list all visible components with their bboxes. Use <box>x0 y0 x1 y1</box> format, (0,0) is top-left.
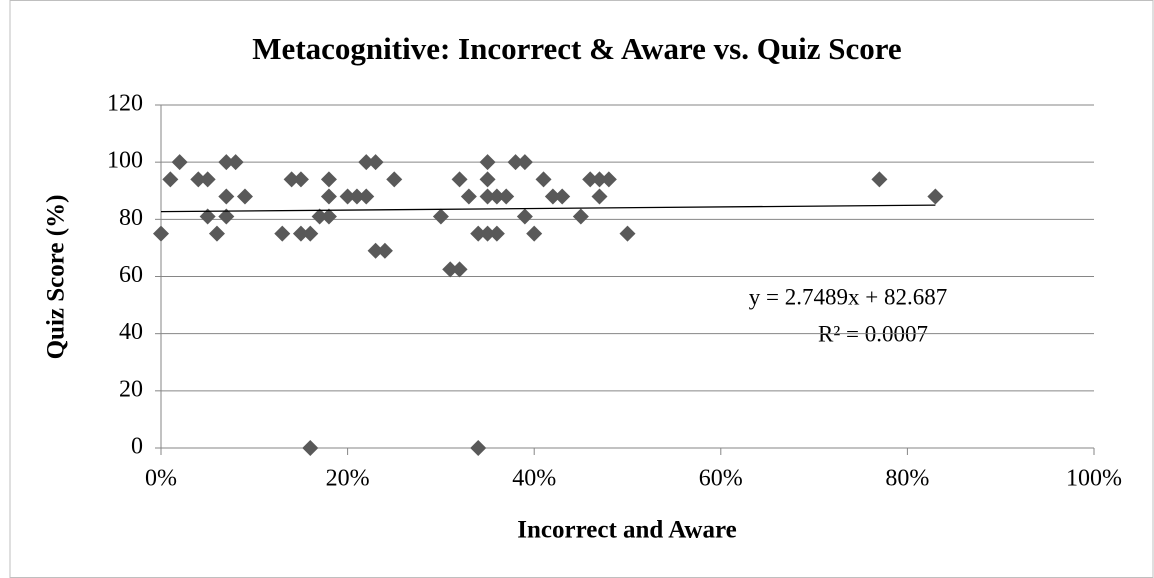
data-point <box>470 225 487 242</box>
x-axis-label: Incorrect and Aware <box>517 517 736 544</box>
x-tick-label: 40% <box>512 466 556 492</box>
data-point <box>451 171 468 188</box>
data-point <box>451 261 468 278</box>
data-point <box>320 171 337 188</box>
data-point <box>432 208 449 225</box>
data-point <box>302 225 319 242</box>
data-point <box>218 154 235 171</box>
data-point <box>236 188 253 205</box>
data-point <box>871 171 888 188</box>
trendline <box>160 204 936 213</box>
data-point <box>208 225 225 242</box>
data-point <box>367 154 384 171</box>
data-point <box>218 208 235 225</box>
y-tick-label: 20 <box>119 376 143 402</box>
data-point <box>292 171 309 188</box>
data-point <box>479 188 496 205</box>
data-point <box>292 225 309 242</box>
x-tick-label: 20% <box>326 466 370 492</box>
data-point <box>535 171 552 188</box>
data-point <box>470 440 487 456</box>
y-tick-label: 0 <box>131 434 143 460</box>
x-tick-label: 80% <box>885 466 929 492</box>
data-point <box>516 208 533 225</box>
data-point <box>339 188 356 205</box>
data-point <box>600 171 617 188</box>
data-point <box>619 225 636 242</box>
data-point <box>488 188 505 205</box>
data-point <box>302 440 319 456</box>
x-tick-label: 60% <box>699 466 743 492</box>
data-point <box>199 208 216 225</box>
data-point <box>516 154 533 171</box>
data-point <box>190 171 207 188</box>
y-tick-label: 40 <box>119 319 143 345</box>
data-point <box>927 188 944 205</box>
data-point <box>162 171 179 188</box>
data-point <box>591 171 608 188</box>
data-point <box>442 261 459 278</box>
data-point <box>479 154 496 171</box>
chart-title: Metacognitive: Incorrect & Aware vs. Qui… <box>252 31 901 66</box>
data-point <box>554 188 571 205</box>
data-point <box>582 171 599 188</box>
data-point <box>479 171 496 188</box>
data-point <box>386 171 403 188</box>
data-point <box>376 242 393 259</box>
trendline-equation: y = 2.7489x + 82.687 <box>749 284 947 309</box>
data-point <box>460 188 477 205</box>
y-tick-label: 100 <box>107 148 143 174</box>
data-point <box>171 154 188 171</box>
data-point <box>507 154 524 171</box>
data-point <box>153 225 169 242</box>
data-point <box>320 208 337 225</box>
x-tick-label: 0% <box>145 466 177 492</box>
data-point <box>199 171 216 188</box>
data-point <box>591 188 608 205</box>
data-point <box>479 225 496 242</box>
data-point <box>311 208 328 225</box>
data-point <box>358 154 375 171</box>
data-point <box>274 225 291 242</box>
data-point <box>227 154 244 171</box>
chart-frame <box>9 0 1154 578</box>
data-point <box>498 188 515 205</box>
y-axis-label: Quiz Score (%) <box>43 195 70 360</box>
data-point <box>526 225 543 242</box>
data-point <box>358 188 375 205</box>
y-tick-label: 60 <box>119 262 143 288</box>
data-point <box>488 225 505 242</box>
data-point <box>367 242 384 259</box>
data-point <box>283 171 300 188</box>
data-point <box>348 188 365 205</box>
x-tick-label: 100% <box>1066 466 1122 492</box>
data-point <box>544 188 561 205</box>
data-point <box>218 188 235 205</box>
data-point <box>572 208 589 225</box>
data-point <box>320 188 337 205</box>
y-tick-label: 80 <box>119 205 143 231</box>
y-tick-label: 120 <box>107 91 143 117</box>
